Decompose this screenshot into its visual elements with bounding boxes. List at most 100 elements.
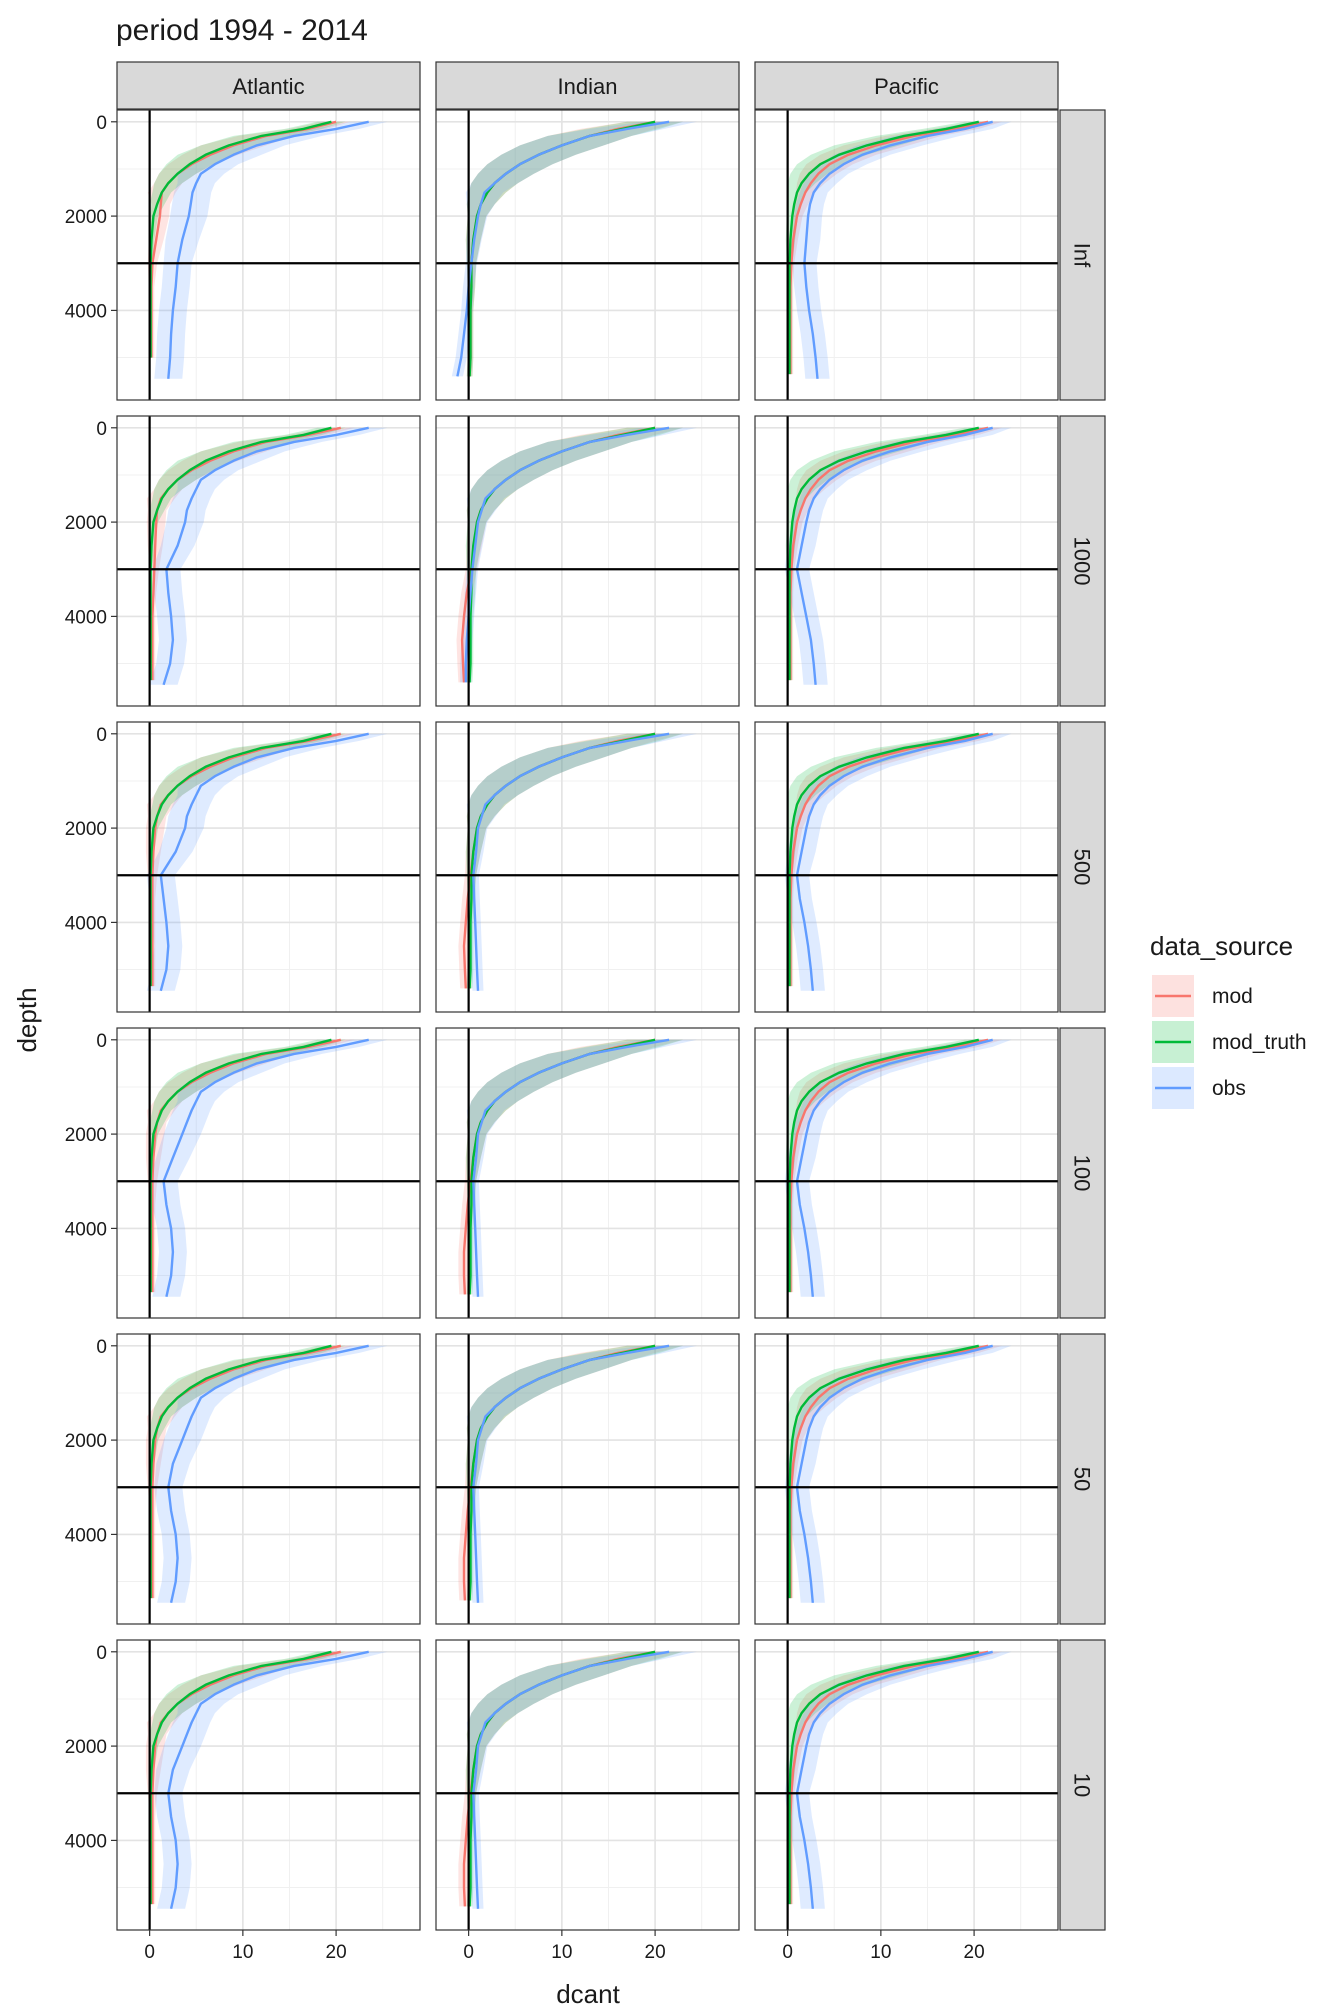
facet-panel: 0 10 20 <box>754 1639 1059 1963</box>
facet-panel: 0 2000 4000 0 10 20 <box>65 1639 421 1963</box>
column-strip-label: Atlantic <box>232 74 304 99</box>
panel-border <box>754 1639 1059 1931</box>
row-strip-label: Inf <box>1070 243 1095 268</box>
row-strip-label: 100 <box>1070 1155 1095 1192</box>
y-tick-label: 4000 <box>65 301 107 322</box>
obs-line <box>162 1038 369 1298</box>
panel-background <box>436 1028 739 1318</box>
y-axis-label: depth <box>12 987 42 1052</box>
obs-line <box>472 1038 670 1297</box>
obs-ribbon <box>146 733 388 991</box>
obs-line <box>795 1038 993 1297</box>
obs-ribbon <box>784 1651 1012 1909</box>
y-tick-label: 2000 <box>65 819 107 840</box>
obs-ribbon <box>149 1039 388 1297</box>
obs-line <box>795 1650 993 1909</box>
panel-background <box>755 1028 1058 1318</box>
panel-plot-area <box>784 1038 1012 1297</box>
obs-line <box>795 426 993 685</box>
y-tick-label: 4000 <box>65 1831 107 1852</box>
obs-line <box>159 732 369 992</box>
panel-plot-area <box>458 1344 697 1603</box>
panel-background <box>117 416 420 706</box>
y-tick-label: 4000 <box>65 607 107 628</box>
facet-panel <box>435 721 740 1013</box>
obs-ribbon <box>451 121 697 377</box>
panel-border <box>116 1027 421 1319</box>
y-tick-label: 0 <box>96 1031 107 1052</box>
obs-ribbon <box>154 1651 388 1909</box>
facet-grid: Atlantic Indian PacificInf1000500100501002… <box>65 61 1106 1963</box>
panel-background <box>755 416 1058 706</box>
obs-line <box>803 120 993 379</box>
row-strip <box>1059 109 1106 401</box>
row-strip-label: 1000 <box>1070 537 1095 586</box>
x-tick-label: 0 <box>782 1942 793 1963</box>
facet-panel <box>754 1027 1059 1319</box>
y-tick-label: 0 <box>96 725 107 746</box>
facet-panel: 0 2000 4000 <box>65 109 421 401</box>
obs-line <box>795 1344 993 1603</box>
panel-background <box>117 1334 420 1624</box>
mod_truth-line <box>788 1344 980 1599</box>
x-tick-label: 10 <box>870 1942 891 1963</box>
legend-title: data_source <box>1150 931 1293 961</box>
facet-panel: 0 2000 4000 <box>65 1333 421 1625</box>
y-tick-label: 0 <box>96 113 107 134</box>
mod_truth-line <box>788 1038 980 1293</box>
column-strip-label: Pacific <box>874 74 939 99</box>
panel-border <box>754 109 1059 401</box>
obs-line <box>456 120 670 377</box>
panel-border <box>116 1639 421 1931</box>
panel-border <box>754 1027 1059 1319</box>
obs-line <box>167 1344 369 1604</box>
panel-border <box>754 721 1059 1013</box>
y-tick-label: 4000 <box>65 1219 107 1240</box>
facet-panel <box>754 109 1059 401</box>
panel-background <box>436 1640 739 1930</box>
obs-ribbon <box>154 121 388 379</box>
panel-plot-area <box>785 120 1012 379</box>
obs-line <box>472 1344 670 1603</box>
column-strip <box>435 61 740 110</box>
y-tick-label: 4000 <box>65 913 107 934</box>
panel-border <box>435 109 740 401</box>
x-tick-label: 10 <box>232 1942 253 1963</box>
facet-panel <box>435 1333 740 1625</box>
row-strip-label: 50 <box>1070 1467 1095 1491</box>
mod-ribbon <box>458 1039 684 1295</box>
panel-background <box>436 110 739 400</box>
obs-line <box>795 732 993 991</box>
row-strip-label: 10 <box>1070 1773 1095 1797</box>
panel-plot-area <box>784 1650 1012 1909</box>
panel-border <box>116 1333 421 1625</box>
y-tick-label: 2000 <box>65 1737 107 1758</box>
x-tick-label: 20 <box>645 1942 666 1963</box>
row-strip <box>1059 721 1106 1013</box>
facet-panel: 0 2000 4000 <box>65 1027 421 1319</box>
panel-background <box>436 1334 739 1624</box>
y-tick-label: 0 <box>96 419 107 440</box>
panel-border <box>435 1639 740 1931</box>
facet-panel <box>754 415 1059 707</box>
legend-item-label: obs <box>1212 1077 1246 1100</box>
panel-border <box>435 415 740 707</box>
panel-border <box>754 415 1059 707</box>
obs-ribbon <box>784 733 1012 991</box>
panel-plot-area <box>458 1038 697 1297</box>
panel-plot-area <box>784 426 1012 685</box>
panel-background <box>755 1334 1058 1624</box>
panel-border <box>116 109 421 401</box>
y-tick-label: 2000 <box>65 1431 107 1452</box>
obs-line <box>472 732 670 991</box>
panel-background <box>117 110 420 400</box>
panel-border <box>435 721 740 1013</box>
column-strip <box>754 61 1059 110</box>
legend-item-label: mod <box>1212 985 1253 1008</box>
panel-border <box>435 1333 740 1625</box>
mod-ribbon <box>456 427 684 683</box>
obs-ribbon <box>784 427 1012 685</box>
x-tick-label: 10 <box>551 1942 572 1963</box>
obs-line <box>167 120 369 379</box>
